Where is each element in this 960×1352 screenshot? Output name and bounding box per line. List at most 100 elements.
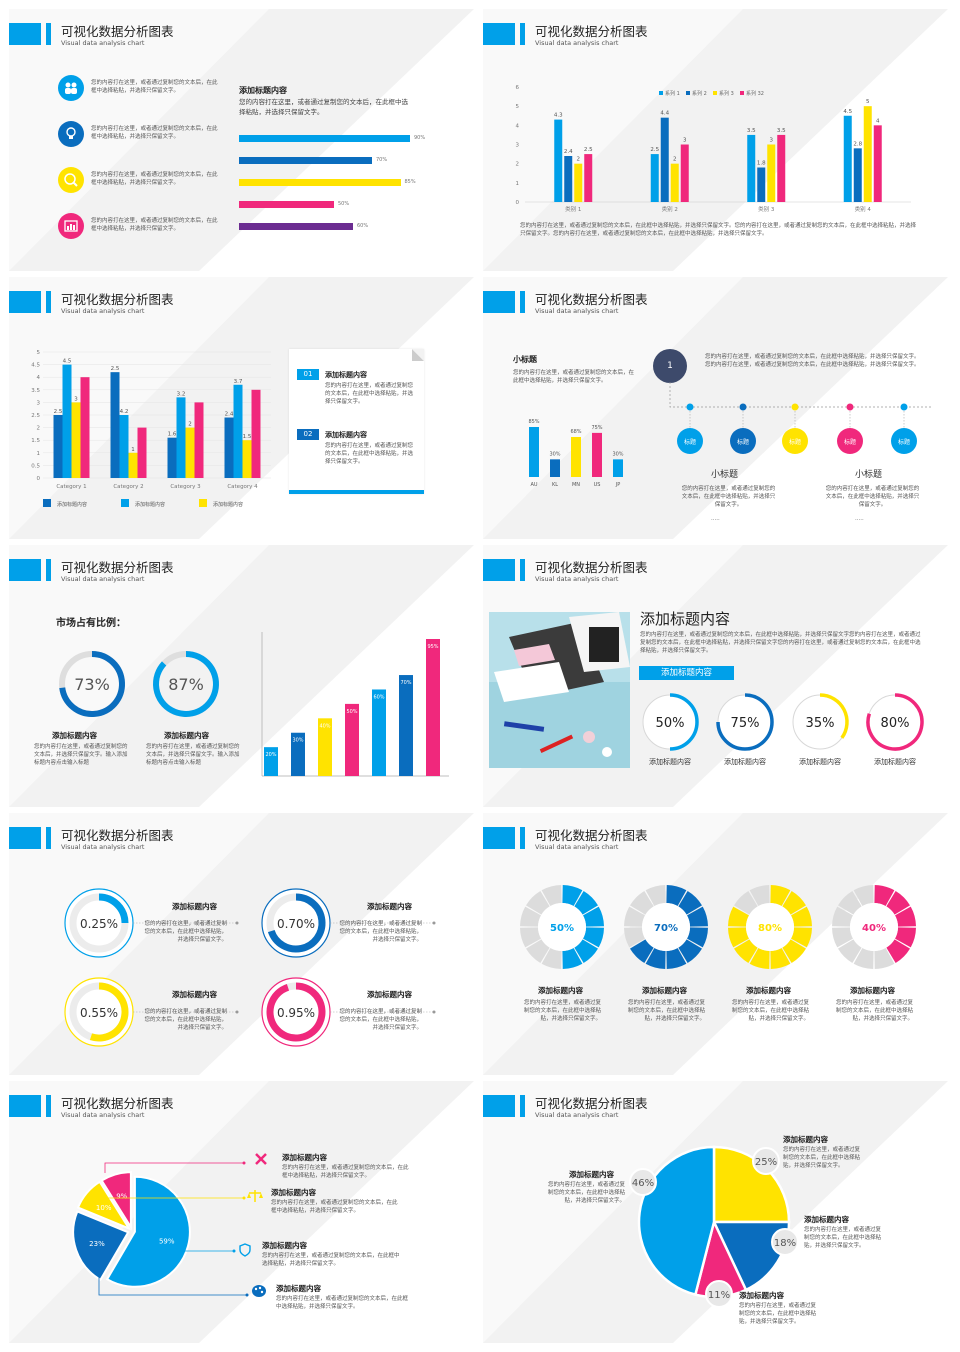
pie-chart-with-badges: 25% 18% 11% 46% — [629, 1145, 799, 1308]
y-tick-label: 4 — [37, 375, 41, 381]
x-tick-label: Category 2 — [113, 484, 143, 490]
donut-segment — [525, 939, 550, 964]
pie-label: 9% — [116, 1192, 127, 1200]
slide-subtitle: Visual data analysis chart — [61, 843, 145, 851]
leader-dot — [432, 921, 436, 925]
bar-value: 75% — [591, 425, 602, 431]
card-number-2: 02 — [297, 429, 319, 440]
slide-title: 可视化数据分析图表 — [535, 24, 648, 39]
timeline-text: 您的内容打在这里，或者通过复制您的文本后，在此框中选择粘贴，并选择只保留文字。您… — [705, 354, 920, 368]
bar — [185, 427, 195, 478]
bar-value: 30% — [612, 451, 623, 457]
donut-hole — [746, 903, 794, 951]
donut-segment — [853, 947, 874, 969]
photo-desc: 您的内容打在这里，或者通过复制您的文本后，在此框中选择粘贴，并选择只保留文字您的… — [640, 632, 921, 654]
pie-text-3: 您的内容打在这里，或者通过复制您的文本后，在此框中选择粘贴，并选择只保留文字。 — [262, 1253, 400, 1267]
bar — [613, 459, 623, 477]
bar — [119, 415, 129, 478]
bar — [372, 689, 386, 776]
s1-desc: 您的内容打在这里，或者通过复制您的文本后，在此框中选择粘贴，并选择只保留文字。 — [239, 98, 408, 116]
progress-bar — [239, 223, 353, 230]
donut-value: 70% — [654, 923, 678, 934]
x-tick-label: 类别 2 — [662, 205, 678, 213]
bar — [554, 119, 563, 202]
pie-badge-label: 11% — [708, 1290, 730, 1301]
header-square — [483, 827, 515, 849]
donut-segment — [525, 890, 550, 915]
pie2-heading-bottom: 添加标题内容 — [739, 1291, 784, 1300]
donut-segment — [686, 906, 708, 927]
ring-arc — [819, 693, 849, 739]
donut-segment — [733, 890, 758, 915]
bar-value: 85% — [528, 419, 539, 425]
donut-segment — [629, 890, 654, 915]
pie-heading-4: 添加标题内容 — [276, 1284, 321, 1293]
y-tick-label: 0.5 — [31, 463, 40, 469]
pie-badge — [705, 1280, 733, 1308]
caption-left: 小标题 — [711, 470, 739, 480]
bar-value: 2 — [673, 157, 677, 163]
ring-value: 0.70% — [277, 917, 315, 931]
bar — [670, 163, 679, 202]
legend-label: 添加标题内容 — [213, 501, 243, 508]
bar-value: 3 — [683, 138, 687, 144]
donut-segment — [790, 906, 812, 927]
donut-segment — [894, 927, 916, 948]
donut-segment — [874, 885, 895, 907]
background-diagonal — [483, 813, 948, 1075]
donut-segment — [770, 947, 791, 969]
slide-7: 可视化数据分析图表 Visual data analysis chart 0.2… — [9, 813, 474, 1075]
bar-value: 20% — [265, 752, 276, 758]
header-square — [9, 1095, 41, 1117]
donut-segment — [541, 885, 562, 907]
header-bar — [520, 827, 525, 849]
bar — [660, 117, 669, 202]
bar — [291, 732, 305, 776]
bar-value: 1 — [131, 447, 135, 453]
header-square — [483, 23, 515, 45]
bar — [747, 134, 756, 202]
progress-bar — [239, 201, 334, 208]
ring-caption: 添加标题内容 — [874, 757, 916, 766]
slide-title: 可视化数据分析图表 — [61, 292, 174, 307]
pie-slice — [105, 1175, 191, 1288]
y-tick-label: 5 — [516, 104, 520, 110]
legend-swatch — [121, 499, 129, 507]
bar-value: 3.2 — [177, 391, 186, 397]
leader-blue — [98, 1276, 247, 1296]
y-tick-label: 3 — [516, 143, 520, 149]
title-button[interactable]: 添加标题内容 — [639, 666, 734, 680]
pie2-text-left: 您的内容打在这里，或者通过复制您的文本后，在此框中选择粘贴，并选择只保留文字。 — [547, 1182, 625, 1204]
ring-arc — [866, 693, 924, 751]
slide-title: 可视化数据分析图表 — [535, 560, 648, 575]
bar-value: 4.2 — [120, 409, 129, 415]
bar-value: 68% — [570, 429, 581, 435]
slide-6: 可视化数据分析图表 Visual data analysis chart 添加标… — [483, 545, 948, 807]
y-tick-label: 0 — [516, 200, 520, 206]
timeline-node — [677, 428, 703, 454]
donut-hole — [642, 903, 690, 951]
pie-heading-3: 添加标题内容 — [262, 1241, 307, 1250]
donut-hole — [538, 903, 586, 951]
ascending-bar-chart: 20% 30% 40% 50% 60% 70% 95% — [261, 632, 449, 777]
leader-dot — [235, 921, 239, 925]
pie-heading-1: 添加标题内容 — [282, 1153, 327, 1162]
bar-value: 60% — [373, 694, 384, 700]
slide-subtitle: Visual data analysis chart — [535, 39, 619, 47]
pie2-text-bottom: 您的内容打在这里，或者通过复制您的文本后，在此框中选择粘贴，并选择只保留文字。 — [739, 1303, 817, 1325]
timeline-line — [669, 382, 933, 408]
info-card: 01 添加标题内容 您的内容打在这里，或者通过复制您的文本后，在此框中选择粘贴，… — [289, 349, 424, 494]
timeline-node — [891, 428, 917, 454]
s4-desc: 您的内容打在这里，或者通过复制您的文本后，在此框中选择粘贴，并选择只保留文字。 — [513, 370, 635, 384]
legend-swatch — [199, 499, 207, 507]
timeline-node — [782, 428, 808, 454]
slide-title: 可视化数据分析图表 — [61, 1096, 174, 1111]
donut-segment — [645, 947, 666, 969]
ring-caption: 添加标题内容 — [724, 757, 766, 766]
slide-title: 可视化数据分析图表 — [535, 292, 648, 307]
y-tick-label: 2 — [37, 426, 41, 432]
bar-value: 4.5 — [63, 359, 72, 365]
progress-label: 50% — [338, 201, 350, 207]
step-badge: 1 — [653, 349, 687, 383]
bar-value: 4.4 — [660, 111, 669, 117]
